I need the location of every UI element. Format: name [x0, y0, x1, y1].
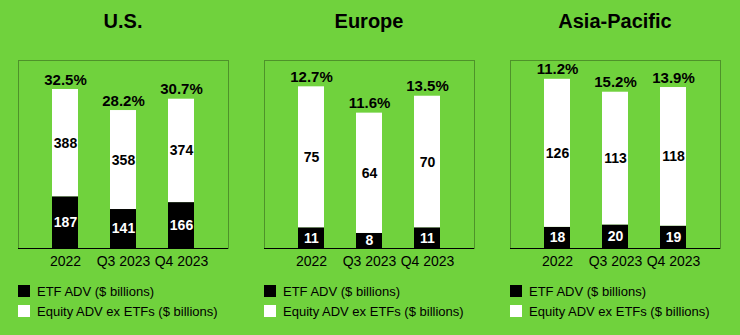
svg-text:2022: 2022 [542, 253, 573, 269]
html-text:Equity ADV ex ETFs ($ billions: Equity ADV ex ETFs ($ billions) [283, 303, 464, 319]
svg-text:126: 126 [546, 145, 570, 161]
svg-text:2022: 2022 [50, 253, 81, 269]
svg-text:32.5%: 32.5% [44, 71, 87, 88]
svg-text:141: 141 [112, 220, 136, 236]
svg-text:187: 187 [54, 214, 78, 230]
html-text:Equity ADV ex ETFs ($ billions: Equity ADV ex ETFs ($ billions) [529, 303, 710, 319]
html-text:Asia-Pacific: Asia-Pacific [558, 10, 672, 32]
svg-text:75: 75 [304, 149, 320, 165]
svg-text:11: 11 [420, 230, 435, 246]
svg-text:166: 166 [170, 217, 194, 233]
html-text:Europe: Europe [334, 10, 404, 32]
svg-text:19: 19 [666, 229, 682, 245]
html-text:ETF ADV ($ billions): ETF ADV ($ billions) [283, 283, 400, 299]
svg-text:118: 118 [662, 148, 685, 164]
svg-text:Q4 2023: Q4 2023 [155, 253, 209, 269]
svg-text:11.6%: 11.6% [349, 94, 391, 111]
svg-text:Q3 2023: Q3 2023 [589, 253, 643, 269]
svg-text:Q4 2023: Q4 2023 [401, 253, 455, 269]
svg-text:64: 64 [362, 165, 378, 181]
svg-text:70: 70 [420, 154, 436, 170]
svg-text:358: 358 [112, 152, 136, 168]
svg-text:374: 374 [170, 142, 194, 158]
svg-text:11: 11 [304, 230, 319, 246]
svg-text:13.5%: 13.5% [406, 77, 449, 94]
svg-text:15.2%: 15.2% [594, 73, 637, 90]
svg-text:20: 20 [608, 228, 624, 244]
svg-text:13.9%: 13.9% [652, 69, 695, 86]
svg-text:30.7%: 30.7% [160, 80, 203, 97]
svg-text:388: 388 [54, 135, 78, 151]
svg-text:11.2%: 11.2% [537, 60, 579, 77]
svg-text:28.2%: 28.2% [102, 92, 145, 109]
html-text:Equity ADV ex ETFs ($ billions: Equity ADV ex ETFs ($ billions) [37, 303, 218, 319]
html-text:U.S.: U.S. [103, 10, 143, 32]
svg-text:Q3 2023: Q3 2023 [97, 253, 151, 269]
svg-text:12.7%: 12.7% [290, 68, 333, 85]
html-text:ETF ADV ($ billions): ETF ADV ($ billions) [37, 283, 154, 299]
svg-text:2022: 2022 [296, 253, 327, 269]
svg-text:Q4 2023: Q4 2023 [647, 253, 701, 269]
svg-text:8: 8 [366, 232, 374, 248]
html-text:ETF ADV ($ billions): ETF ADV ($ billions) [529, 283, 646, 299]
svg-text:Q3 2023: Q3 2023 [343, 253, 397, 269]
svg-text:18: 18 [550, 229, 566, 245]
svg-text:113: 113 [604, 150, 627, 166]
